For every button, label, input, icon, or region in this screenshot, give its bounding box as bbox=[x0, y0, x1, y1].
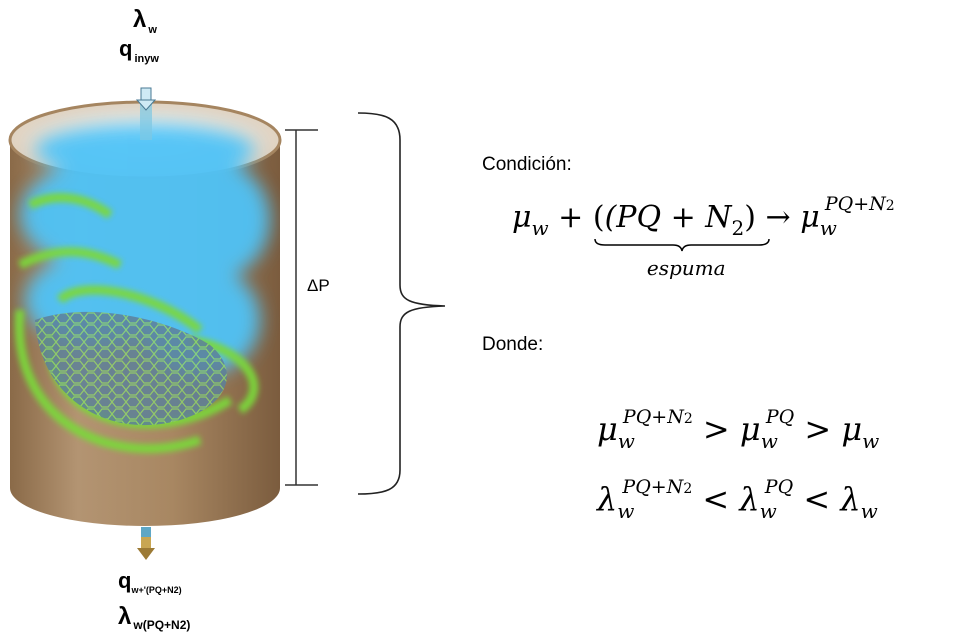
foam-group: ((PQ + N2) espuma bbox=[593, 200, 770, 280]
underbrace-label: espuma bbox=[646, 256, 726, 280]
underbrace-icon bbox=[594, 238, 770, 252]
pressure-drop-label: ΔP bbox=[307, 276, 330, 295]
foam-cells bbox=[35, 311, 227, 426]
condicion-equation: μw + ((PQ + N2) espuma → μwPQ+N2 bbox=[512, 193, 895, 280]
pressure-dimension-line bbox=[285, 129, 318, 486]
core-cylinder-diagram bbox=[8, 87, 446, 560]
condicion-heading: Condición: bbox=[482, 154, 572, 175]
outlet-q-label: qw+'(PQ+N2) bbox=[118, 568, 182, 595]
outlet-arrow-icon bbox=[137, 527, 155, 560]
inlet-arrow-icon bbox=[135, 87, 157, 111]
donde-heading: Donde: bbox=[482, 334, 544, 355]
curly-brace bbox=[357, 112, 446, 495]
inlet-tube bbox=[140, 102, 152, 140]
donde-mu-inequality: μwPQ+N2 > μwPQ > μw bbox=[597, 406, 880, 453]
inlet-q-label: q inyw bbox=[119, 36, 159, 65]
outlet-lambda-label: λ w(PQ+N2) bbox=[118, 603, 191, 632]
donde-lambda-inequality: λwPQ+N2 < λwPQ < λw bbox=[597, 476, 878, 523]
